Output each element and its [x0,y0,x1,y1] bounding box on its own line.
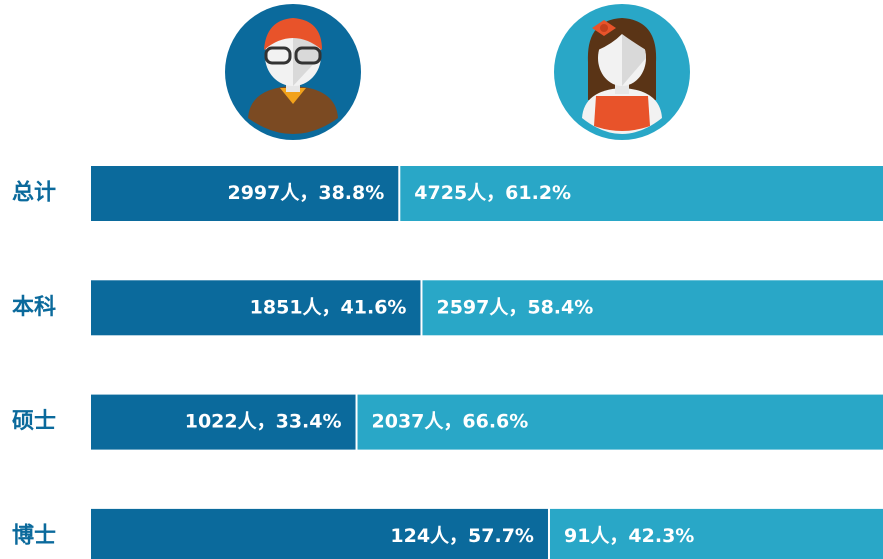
value-label: 4725人，61.2% [414,182,571,204]
female-icon [554,4,690,140]
value-label: 91人，42.3% [564,525,694,547]
bar-segment [91,394,356,450]
value-label: 2597人，58.4% [436,296,593,318]
bar-segment [549,508,883,559]
bar-segment [357,394,883,450]
bar-segment [422,280,883,336]
value-label: 2997人，38.8% [227,182,384,204]
category-label: 硕士 [12,409,56,434]
male-icon [225,4,361,140]
value-label: 1851人，41.6% [250,296,407,318]
value-label: 2037人，66.6% [372,411,529,433]
bar-segment [91,280,421,336]
category-label: 本科 [12,295,56,320]
category-label: 总计 [12,180,56,206]
value-label: 1022人，33.4% [185,411,342,433]
bar-segment [400,166,883,221]
value-label: 124人，57.7% [390,525,534,547]
bar-segment [91,166,399,221]
category-label: 博士 [12,522,56,548]
bar-segment [91,508,548,559]
